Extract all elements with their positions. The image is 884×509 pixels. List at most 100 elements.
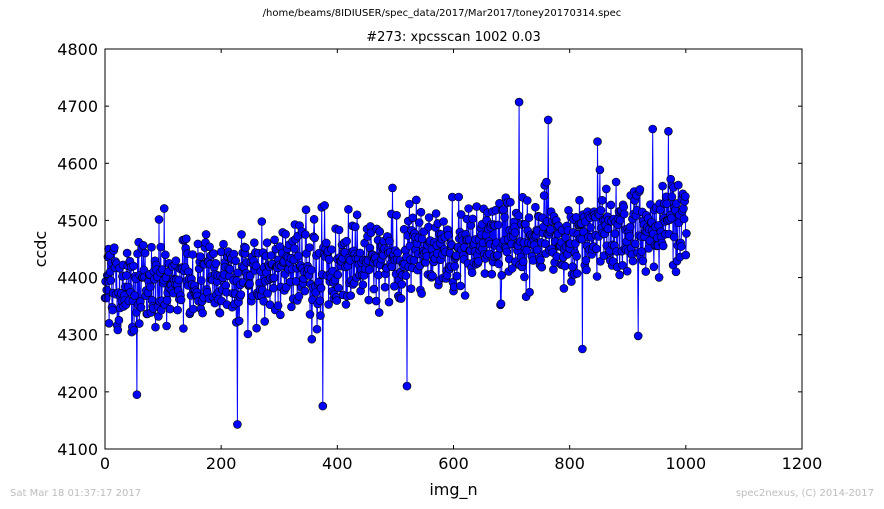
data-point xyxy=(364,295,374,305)
data-point xyxy=(263,289,272,298)
data-point xyxy=(324,255,334,264)
plot-area xyxy=(100,97,691,429)
data-point xyxy=(397,279,407,289)
data-point xyxy=(350,222,360,232)
data-point xyxy=(592,244,601,253)
data-point xyxy=(352,210,362,220)
data-point xyxy=(334,283,343,293)
data-point xyxy=(467,268,477,278)
data-point xyxy=(628,256,638,266)
data-point xyxy=(156,242,166,252)
data-point xyxy=(237,230,246,239)
data-point xyxy=(318,401,328,411)
data-point xyxy=(664,127,673,136)
data-point xyxy=(245,279,254,289)
data-point xyxy=(316,311,325,320)
data-point xyxy=(648,124,658,134)
data-point xyxy=(385,236,394,246)
data-point xyxy=(305,310,315,319)
x-tick-label: 1200 xyxy=(782,454,823,473)
data-point xyxy=(110,243,119,252)
data-point xyxy=(494,259,504,269)
data-point xyxy=(316,283,326,293)
data-point xyxy=(542,177,551,187)
data-point xyxy=(215,308,225,318)
data-point xyxy=(507,264,517,273)
data-point xyxy=(522,196,532,205)
data-point xyxy=(189,304,198,314)
data-point xyxy=(603,224,613,234)
data-point xyxy=(307,334,317,344)
data-point xyxy=(615,270,624,280)
data-point xyxy=(136,303,146,312)
data-point xyxy=(681,250,691,260)
data-point xyxy=(176,295,186,305)
data-point xyxy=(539,191,549,200)
data-point xyxy=(281,229,290,239)
data-point xyxy=(151,322,160,332)
data-point xyxy=(514,211,523,221)
data-point xyxy=(287,302,296,312)
data-point xyxy=(225,264,235,274)
data-point xyxy=(129,261,138,271)
x-tick-label: 1000 xyxy=(665,454,706,473)
data-point xyxy=(619,209,629,219)
data-point xyxy=(371,296,381,306)
data-point xyxy=(332,296,342,305)
data-point xyxy=(196,252,205,261)
data-point xyxy=(654,273,664,282)
data-point xyxy=(197,276,206,285)
data-point xyxy=(525,287,534,297)
data-point xyxy=(596,206,606,215)
data-point xyxy=(355,248,365,258)
data-point xyxy=(514,97,524,107)
data-point xyxy=(592,272,602,281)
data-point xyxy=(269,273,279,283)
data-point xyxy=(575,195,584,205)
data-point xyxy=(625,232,634,241)
axis-ticks: 0 200 400 600 800 1000 1200 4100 4200 4300 4400 450… xyxy=(57,40,822,473)
data-point xyxy=(450,261,460,271)
data-point xyxy=(669,232,679,242)
data-point xyxy=(456,281,465,291)
data-point xyxy=(252,323,261,333)
data-point xyxy=(140,248,150,258)
data-point xyxy=(114,315,124,325)
data-point xyxy=(595,165,605,175)
data-point xyxy=(610,229,620,238)
y-tick-label: 4500 xyxy=(57,211,98,230)
data-point xyxy=(333,270,343,280)
data-point xyxy=(601,184,611,194)
data-point xyxy=(630,239,640,249)
data-point xyxy=(649,262,659,272)
data-point xyxy=(341,300,351,309)
data-point xyxy=(234,316,244,326)
data-point xyxy=(251,261,261,271)
data-point xyxy=(241,243,250,253)
data-point xyxy=(666,213,676,223)
data-point xyxy=(638,256,648,266)
data-point xyxy=(139,241,148,250)
data-point xyxy=(243,329,253,339)
data-point xyxy=(260,317,270,326)
data-point xyxy=(680,192,690,201)
data-point xyxy=(658,241,668,251)
data-point xyxy=(290,244,299,253)
data-point xyxy=(262,238,272,247)
data-point xyxy=(641,267,651,276)
data-point xyxy=(431,209,441,218)
data-point xyxy=(165,304,175,314)
data-point xyxy=(327,245,336,254)
data-point xyxy=(560,261,570,271)
data-point xyxy=(312,324,322,334)
data-point xyxy=(182,234,191,243)
data-point xyxy=(411,195,421,205)
data-point xyxy=(294,291,304,301)
data-point xyxy=(532,245,542,255)
data-point xyxy=(406,284,416,294)
y-tick-label: 4400 xyxy=(57,269,98,288)
data-point xyxy=(506,197,515,207)
data-point xyxy=(346,291,356,300)
data-point xyxy=(468,214,478,224)
